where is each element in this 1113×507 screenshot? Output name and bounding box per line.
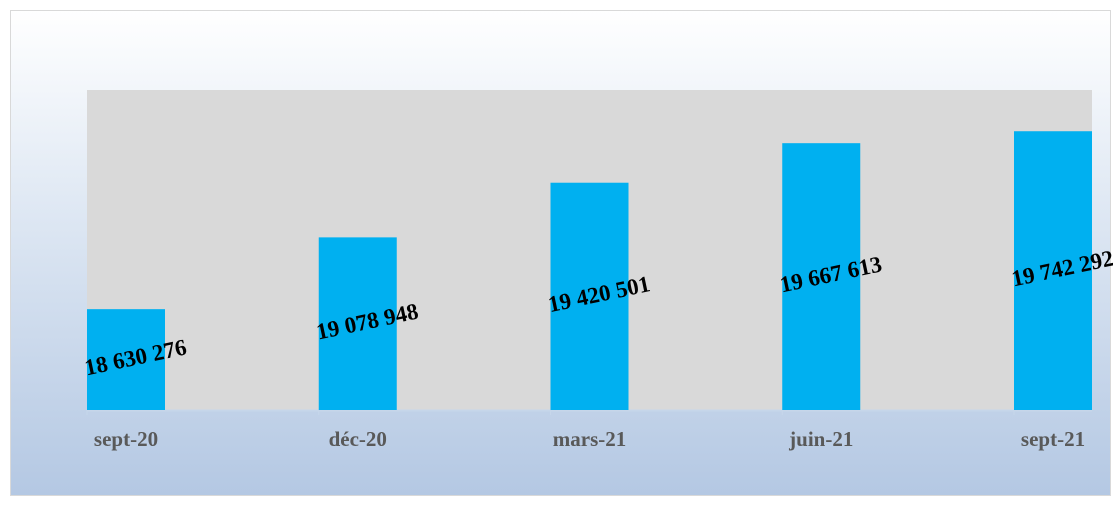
- bar: [782, 143, 861, 410]
- x-tick-label: sept-21: [1021, 427, 1085, 451]
- x-tick-label: mars-21: [553, 427, 626, 451]
- x-tick-label: juin-21: [788, 427, 853, 451]
- bar: [318, 237, 397, 410]
- x-tick-label: déc-20: [329, 427, 387, 451]
- bar: [550, 182, 629, 410]
- bar: [87, 309, 165, 410]
- bar: [1014, 131, 1092, 410]
- x-tick-label: sept-20: [94, 427, 158, 451]
